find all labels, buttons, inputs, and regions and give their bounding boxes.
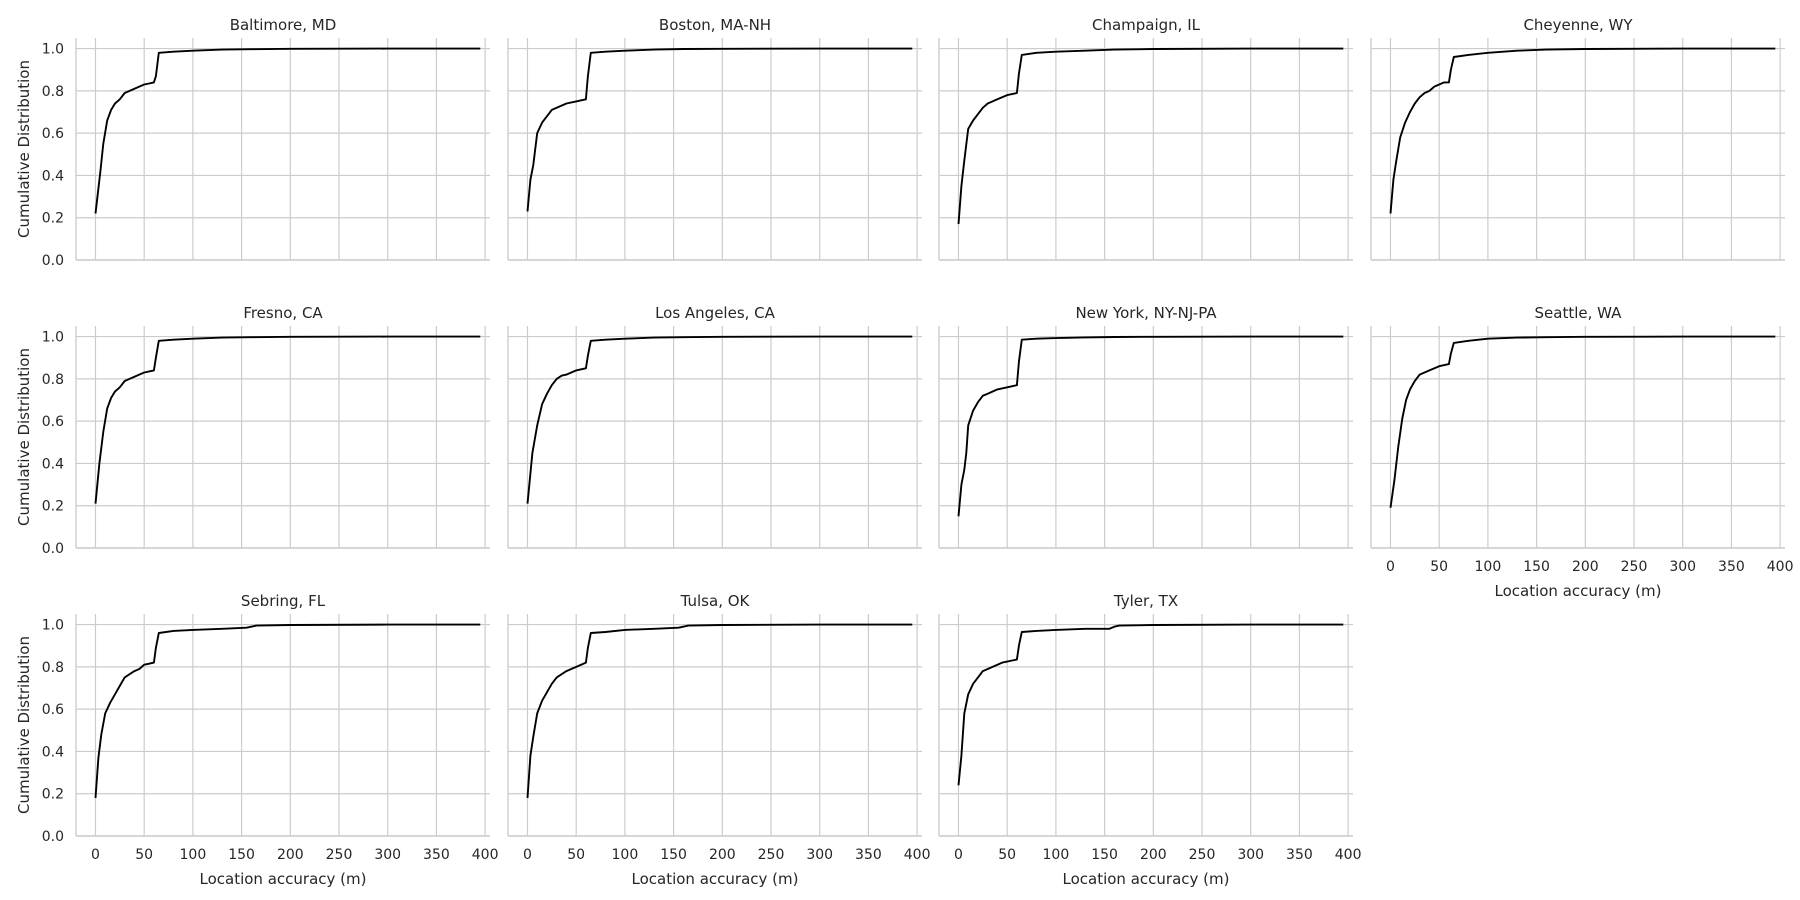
- panel-title: New York, NY-NJ-PA: [1075, 304, 1217, 322]
- x-tick-label: 250: [1189, 847, 1216, 863]
- panel-title: Fresno, CA: [243, 304, 323, 322]
- x-tick-label: 200: [1572, 559, 1599, 575]
- x-tick-label: 200: [277, 847, 304, 863]
- cdf-line: [526, 47, 913, 212]
- x-tick-label: 400: [904, 847, 931, 863]
- panel-title: Tulsa, OK: [680, 592, 751, 610]
- chart-panel-9: Sebring, FL 0.0 0.2 0.4 0.6 0.8 1.0 Cumulative …: [15, 592, 498, 888]
- x-tick-label: 300: [806, 847, 833, 863]
- cdf-line: [957, 47, 1344, 225]
- x-tick-label: 0: [523, 847, 532, 863]
- x-tick-label: 400: [1767, 559, 1794, 575]
- cdf-line: [526, 335, 913, 504]
- x-tick-label: 250: [326, 847, 353, 863]
- y-tick-label: 0.2: [42, 211, 64, 227]
- y-tick-label: 0.4: [42, 168, 64, 184]
- chart-panel-8: Seattle, WA 0 50 100 150 200 250 300 350 400 Locat…: [1370, 304, 1794, 600]
- x-tick-label: 200: [1140, 847, 1167, 863]
- panel-title: Los Angeles, CA: [655, 304, 776, 322]
- cdf-line: [526, 623, 913, 798]
- y-tick-label: 1.0: [42, 330, 64, 346]
- cdf-line: [957, 623, 1344, 786]
- y-tick-label: 0.4: [42, 744, 64, 760]
- cdf-line: [94, 47, 481, 214]
- x-tick-label: 100: [180, 847, 207, 863]
- cdf-line: [1389, 47, 1776, 214]
- panel-title: Cheyenne, WY: [1523, 16, 1633, 34]
- x-tick-label: 300: [1669, 559, 1696, 575]
- x-axis-label: Location accuracy (m): [200, 870, 367, 888]
- x-tick-label: 50: [567, 847, 585, 863]
- panel-title: Seattle, WA: [1535, 304, 1623, 322]
- chart-panel-6: Los Angeles, CA: [507, 304, 922, 549]
- x-tick-label: 100: [1475, 559, 1502, 575]
- x-tick-label: 150: [228, 847, 255, 863]
- x-tick-label: 100: [1043, 847, 1070, 863]
- y-tick-label: 0.0: [42, 253, 64, 269]
- x-tick-label: 350: [423, 847, 450, 863]
- x-tick-label: 0: [954, 847, 963, 863]
- x-tick-label: 250: [1621, 559, 1648, 575]
- y-tick-label: 1.0: [42, 42, 64, 58]
- chart-panel-5: Fresno, CA 0.0 0.2 0.4 0.6 0.8 1.0 Cumulative D…: [15, 304, 490, 557]
- x-tick-label: 150: [1091, 847, 1118, 863]
- y-tick-label: 0.0: [42, 541, 64, 557]
- x-tick-label: 350: [1286, 847, 1313, 863]
- chart-panel-1: Baltimore, MD 0.0 0.2 0.4 0.6 0.8 1.0 Cumulativ…: [15, 16, 490, 269]
- chart-panel-3: Champaign, IL: [938, 16, 1353, 261]
- y-axis-label: Cumulative Distribution: [15, 60, 33, 238]
- x-tick-label: 50: [135, 847, 153, 863]
- x-tick-label: 50: [1430, 559, 1448, 575]
- cdf-line: [94, 623, 481, 798]
- x-tick-label: 150: [1523, 559, 1550, 575]
- y-tick-label: 0.8: [42, 84, 64, 100]
- x-tick-label: 100: [612, 847, 639, 863]
- y-tick-label: 0.4: [42, 456, 64, 472]
- y-tick-label: 0.2: [42, 499, 64, 515]
- x-tick-label: 250: [758, 847, 785, 863]
- x-tick-label: 0: [91, 847, 100, 863]
- x-tick-label: 400: [472, 847, 499, 863]
- x-axis-label: Location accuracy (m): [632, 870, 799, 888]
- chart-panel-4: Cheyenne, WY: [1370, 16, 1785, 261]
- y-tick-label: 0.2: [42, 787, 64, 803]
- y-tick-label: 0.6: [42, 702, 64, 718]
- y-tick-label: 1.0: [42, 618, 64, 634]
- chart-panel-2: Boston, MA-NH: [507, 16, 922, 261]
- x-tick-label: 0: [1386, 559, 1395, 575]
- cdf-line: [94, 335, 481, 504]
- chart-panel-7: New York, NY-NJ-PA: [938, 304, 1353, 549]
- panel-title: Sebring, FL: [241, 592, 326, 610]
- y-tick-label: 0.8: [42, 372, 64, 388]
- x-tick-label: 300: [374, 847, 401, 863]
- x-tick-label: 350: [1718, 559, 1745, 575]
- cdf-line: [957, 335, 1344, 517]
- chart-panel-11: Tyler, TX 0 50 100 150 200 250 300 350 400 Locatio…: [938, 592, 1362, 888]
- x-axis-label: Location accuracy (m): [1063, 870, 1230, 888]
- y-tick-label: 0.8: [42, 660, 64, 676]
- x-tick-label: 50: [998, 847, 1016, 863]
- panel-title: Champaign, IL: [1092, 16, 1201, 34]
- x-tick-label: 400: [1335, 847, 1362, 863]
- y-tick-label: 0.0: [42, 829, 64, 845]
- x-tick-label: 150: [660, 847, 687, 863]
- cdf-line: [1389, 335, 1776, 508]
- x-tick-label: 350: [855, 847, 882, 863]
- y-axis-label: Cumulative Distribution: [15, 636, 33, 814]
- panel-title: Baltimore, MD: [230, 16, 337, 34]
- panel-title: Boston, MA-NH: [659, 16, 771, 34]
- y-axis-label: Cumulative Distribution: [15, 348, 33, 526]
- y-tick-label: 0.6: [42, 414, 64, 430]
- x-tick-label: 300: [1237, 847, 1264, 863]
- y-tick-label: 0.6: [42, 126, 64, 142]
- chart-panel-10: Tulsa, OK 0 50 100 150 200 250 300 350 400 Locatio…: [507, 592, 931, 888]
- x-axis-label: Location accuracy (m): [1495, 582, 1662, 600]
- panel-title: Tyler, TX: [1113, 592, 1178, 610]
- x-tick-label: 200: [709, 847, 736, 863]
